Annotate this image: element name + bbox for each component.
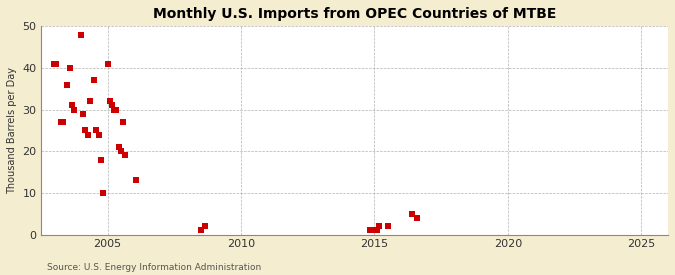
- Point: [131, 178, 142, 183]
- Point: [80, 128, 90, 133]
- Point: [200, 224, 211, 229]
- Point: [69, 108, 80, 112]
- Point: [95, 157, 106, 162]
- Point: [411, 216, 422, 220]
- Point: [57, 120, 68, 124]
- Point: [55, 120, 66, 124]
- Y-axis label: Thousand Barrels per Day: Thousand Barrels per Day: [7, 67, 17, 194]
- Point: [76, 32, 86, 37]
- Point: [369, 228, 380, 233]
- Point: [107, 103, 117, 108]
- Point: [51, 62, 61, 66]
- Point: [104, 99, 115, 103]
- Point: [373, 224, 384, 229]
- Point: [109, 108, 119, 112]
- Point: [82, 133, 93, 137]
- Point: [111, 108, 122, 112]
- Point: [120, 153, 131, 158]
- Point: [78, 112, 88, 116]
- Point: [196, 228, 207, 233]
- Point: [371, 228, 382, 233]
- Point: [93, 133, 104, 137]
- Point: [49, 62, 59, 66]
- Point: [364, 228, 375, 233]
- Point: [115, 149, 126, 153]
- Point: [113, 145, 124, 149]
- Point: [117, 120, 128, 124]
- Point: [98, 191, 109, 195]
- Point: [407, 211, 418, 216]
- Point: [62, 82, 73, 87]
- Point: [84, 99, 95, 103]
- Title: Monthly U.S. Imports from OPEC Countries of MTBE: Monthly U.S. Imports from OPEC Countries…: [153, 7, 556, 21]
- Point: [89, 78, 100, 83]
- Point: [64, 66, 75, 70]
- Point: [91, 128, 102, 133]
- Point: [67, 103, 78, 108]
- Point: [383, 224, 394, 229]
- Point: [102, 62, 113, 66]
- Text: Source: U.S. Energy Information Administration: Source: U.S. Energy Information Administ…: [47, 263, 261, 272]
